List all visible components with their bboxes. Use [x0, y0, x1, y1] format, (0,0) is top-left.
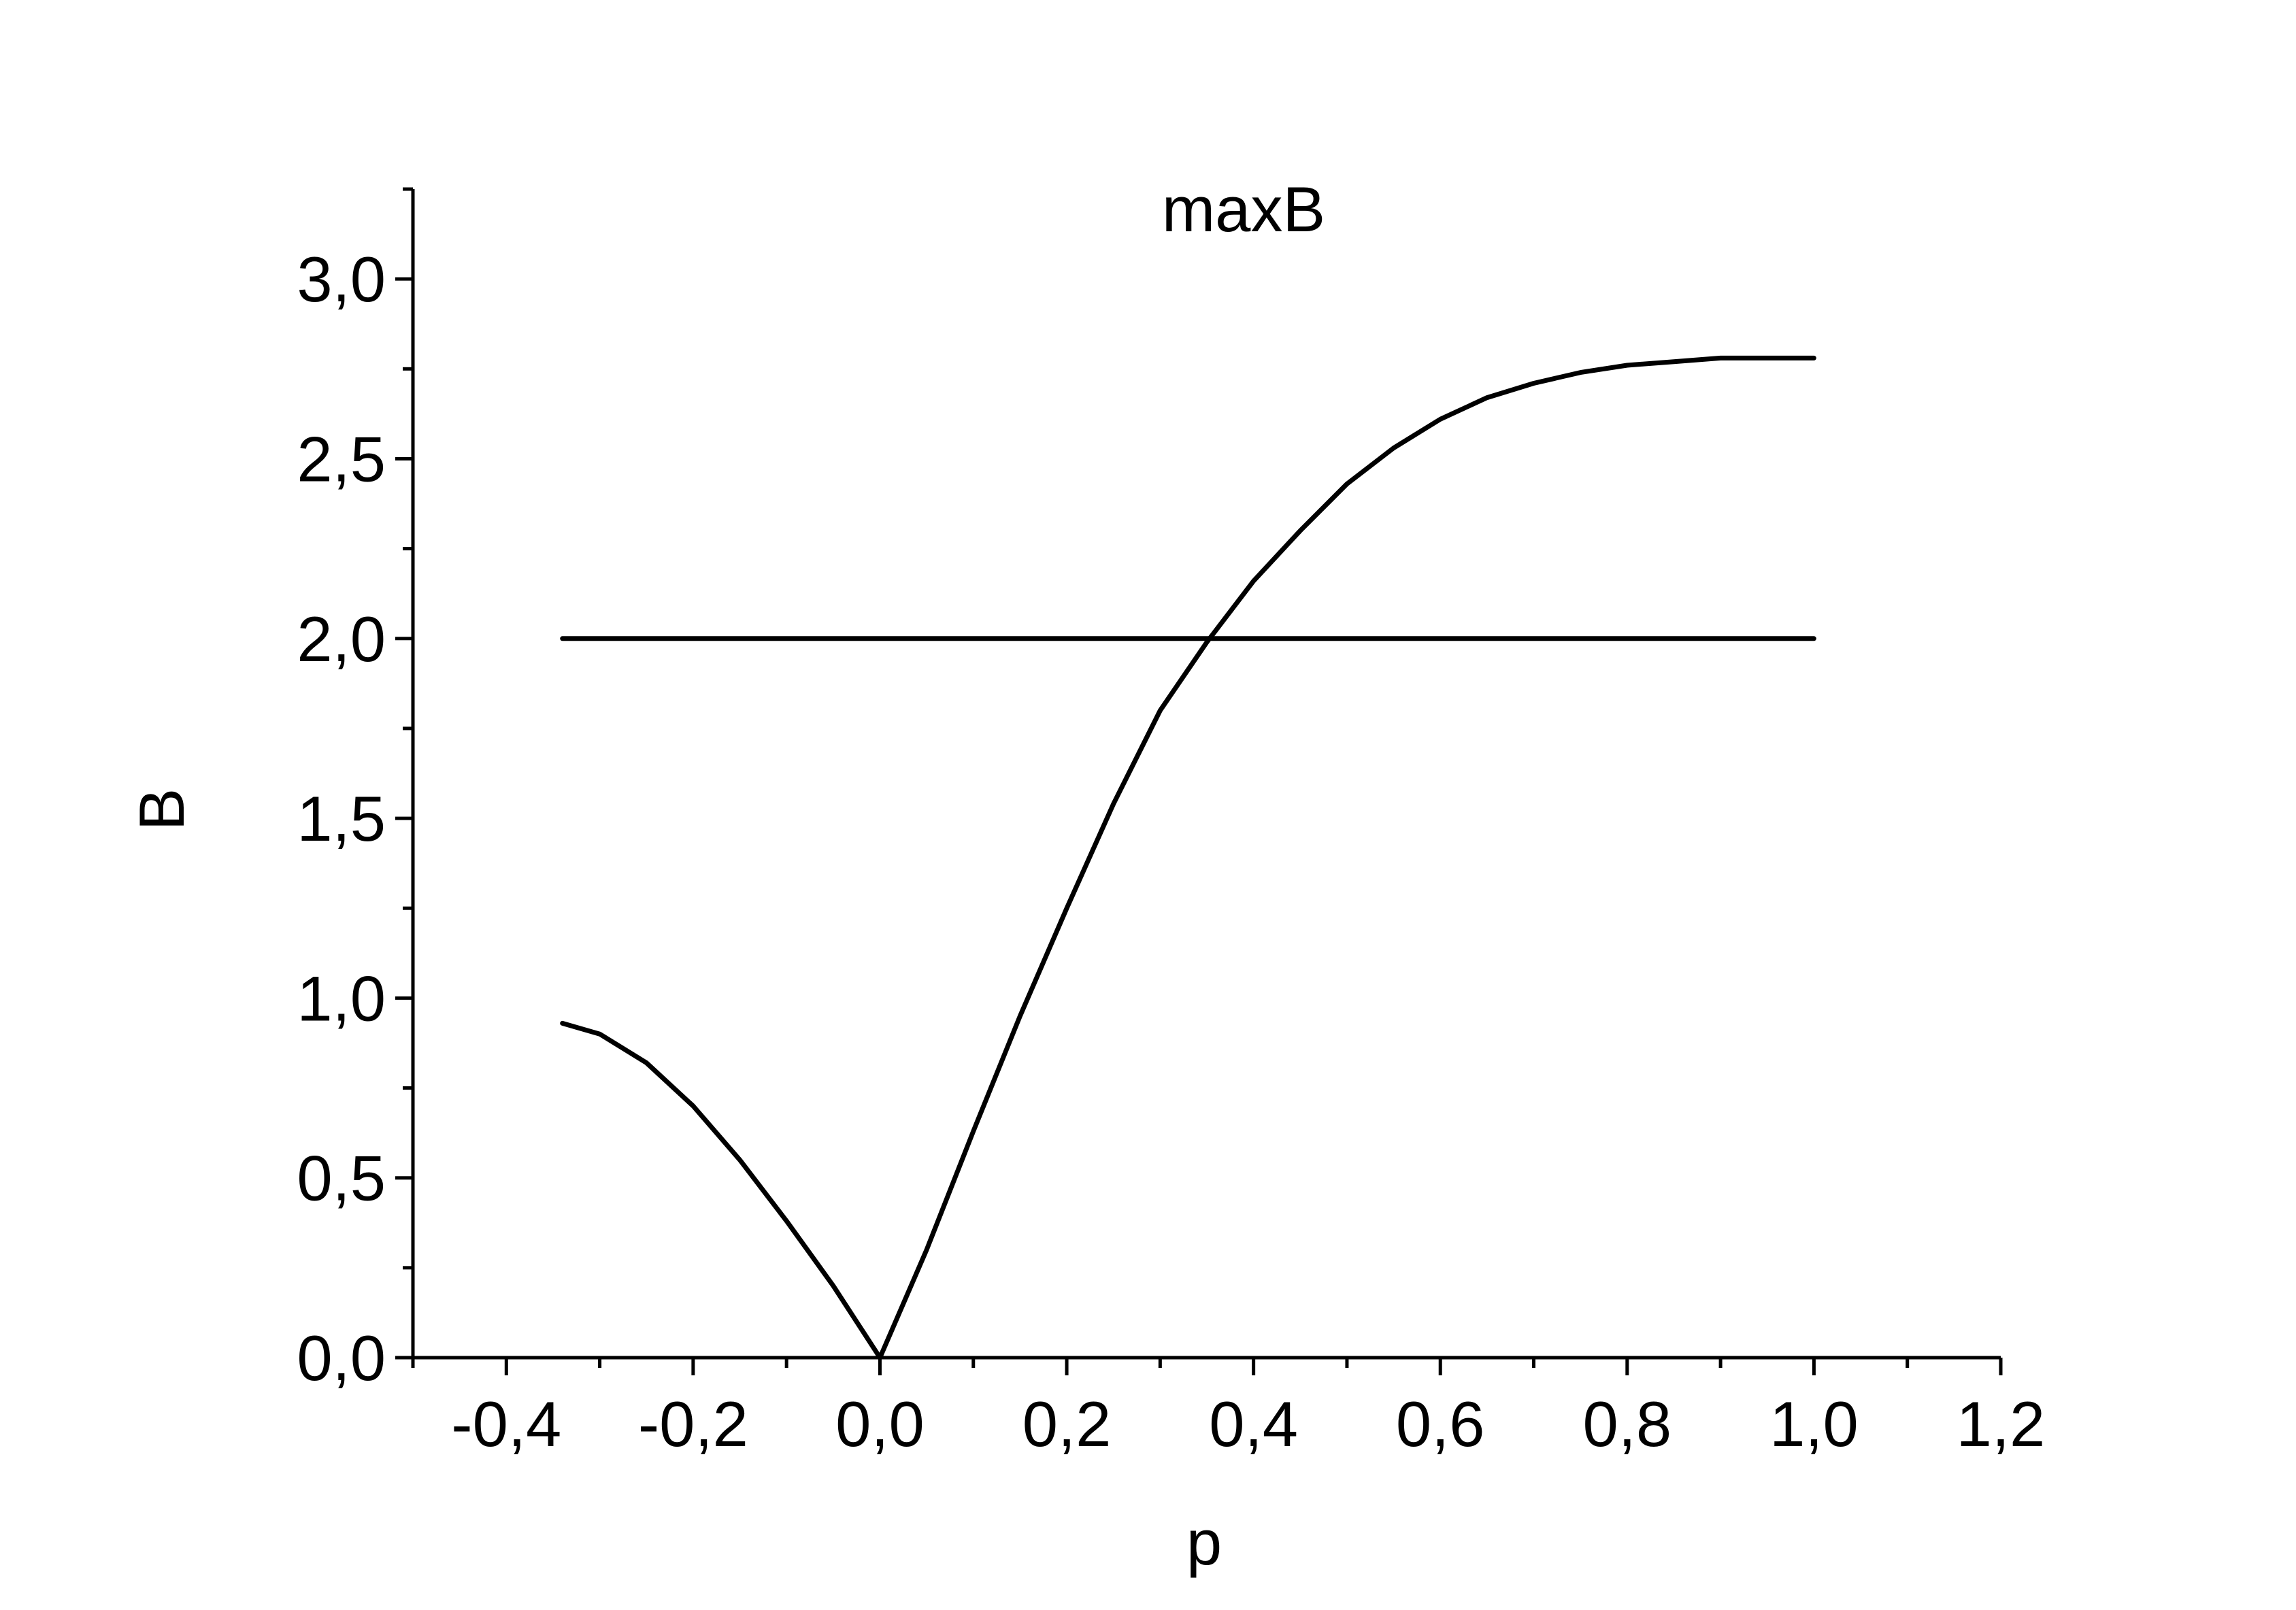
x-tick-label: 0,8 — [1582, 1388, 1671, 1460]
x-axis-label: p — [1186, 1507, 1222, 1578]
y-tick-label: 0,0 — [297, 1322, 386, 1394]
x-ticks: -0,4 -0,2 0,0 0,2 0,4 0,6 0,8 1,0 1,2 — [411, 1358, 2046, 1460]
y-axis-label: B — [126, 788, 197, 831]
y-tick-label: 1,0 — [297, 962, 386, 1034]
x-tick-label: 0,0 — [835, 1388, 925, 1460]
x-tick-label: 0,4 — [1209, 1388, 1298, 1460]
y-tick-label: 2,5 — [297, 423, 386, 494]
y-ticks: 0,0 0,5 1,0 1,5 2,0 2,5 3,0 — [297, 187, 413, 1394]
x-tick-label: 0,2 — [1022, 1388, 1112, 1460]
x-tick-label: 1,2 — [1957, 1388, 2046, 1460]
y-tick-label: 0,5 — [297, 1143, 386, 1214]
series-line-1 — [560, 355, 1816, 1360]
axes — [411, 189, 2001, 1360]
x-tick-label: -0,4 — [451, 1388, 561, 1460]
x-tick-label: 1,0 — [1769, 1388, 1859, 1460]
x-tick-label: -0,2 — [638, 1388, 748, 1460]
y-tick-label: 1,5 — [297, 783, 386, 854]
y-tick-label: 3,0 — [297, 244, 386, 315]
series-layer — [560, 355, 1816, 1360]
annotation-maxB: maxB — [1162, 173, 1325, 245]
x-tick-label: 0,6 — [1396, 1388, 1485, 1460]
y-tick-label: 2,0 — [297, 603, 386, 675]
